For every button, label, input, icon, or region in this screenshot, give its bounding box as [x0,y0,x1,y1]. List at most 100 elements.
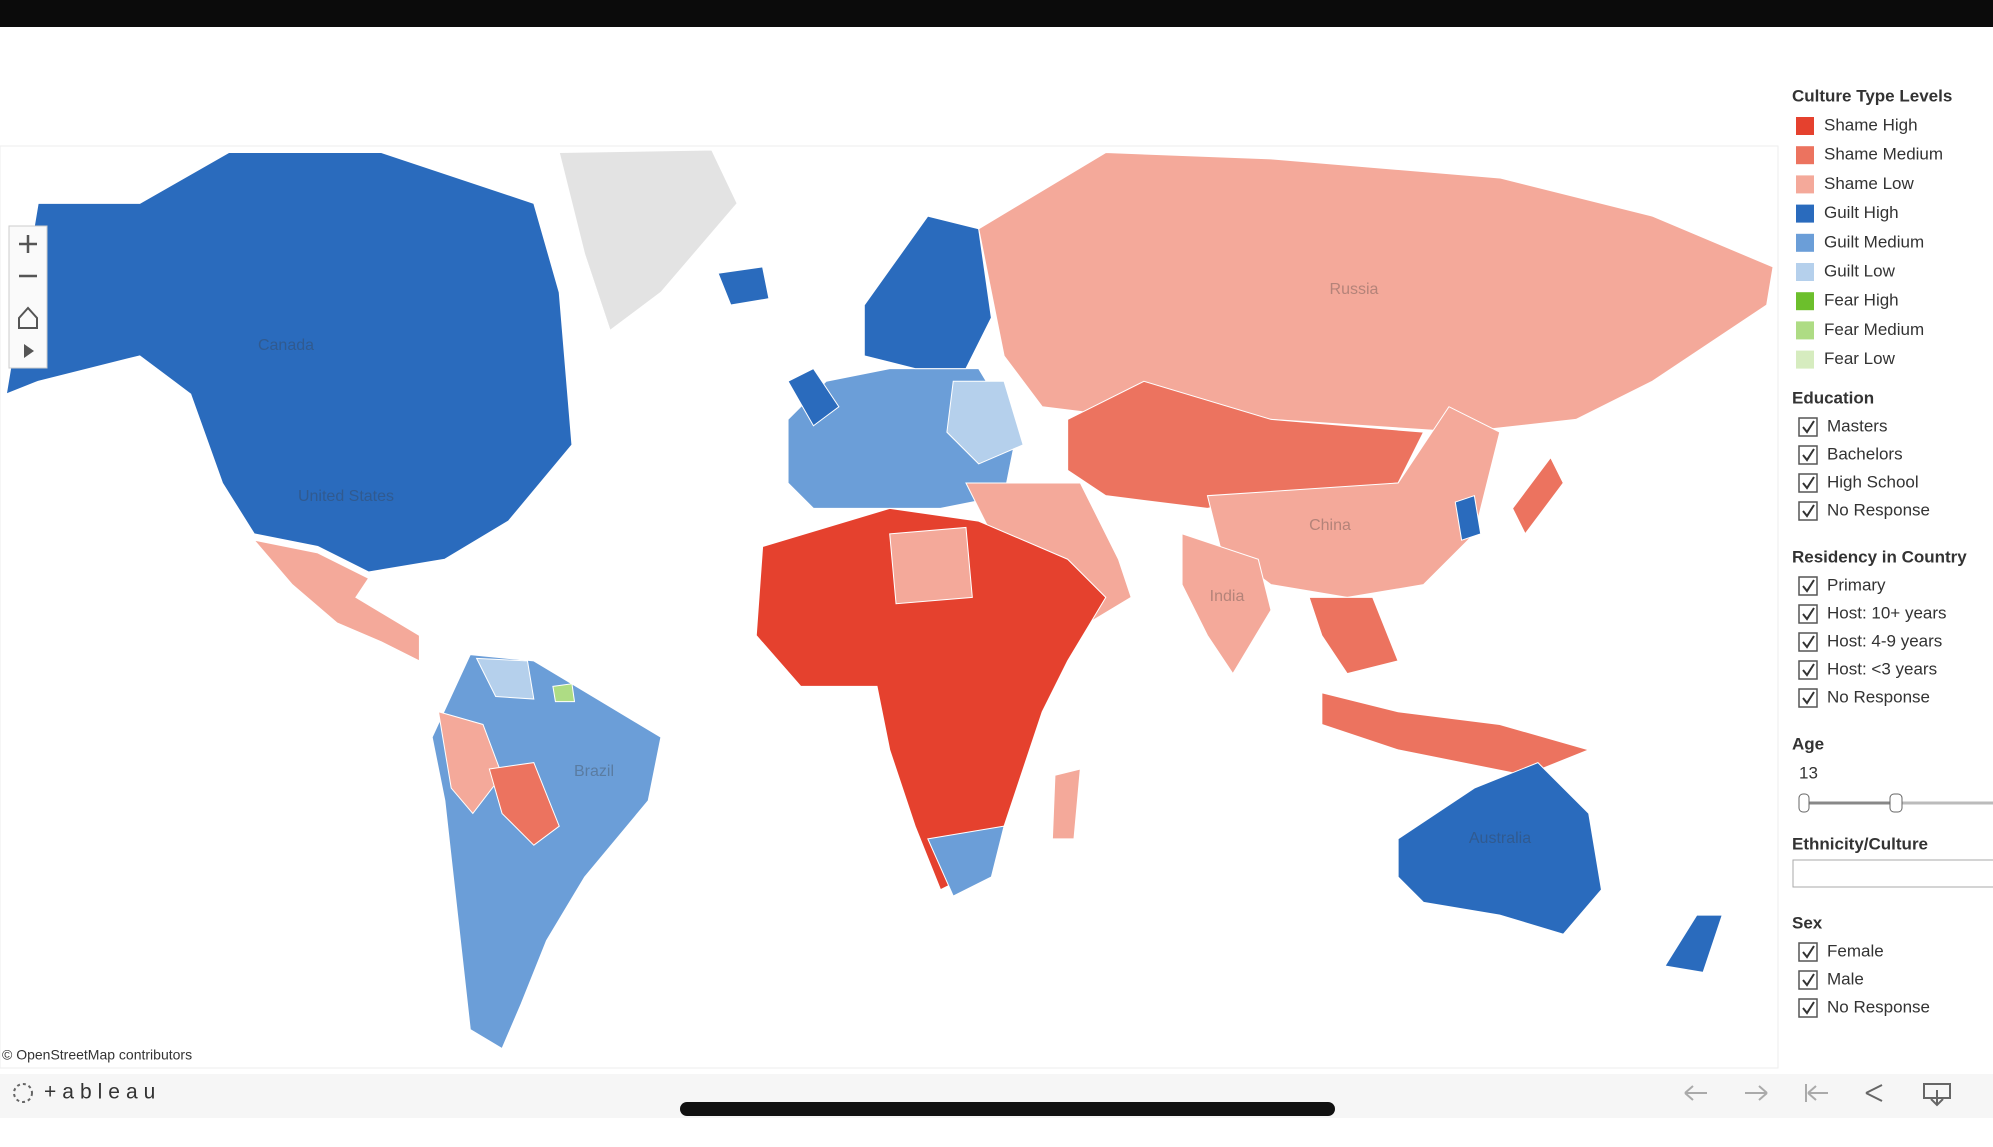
peru [437,711,503,815]
legend-title: Culture Type Levels [1792,86,1952,105]
legend-swatch [1796,350,1814,369]
iceland [717,266,770,306]
checkbox[interactable] [1798,998,1818,1018]
bolivia [488,762,560,846]
checkmark [1802,1001,1815,1015]
legend-label: Guilt High [1824,203,1899,222]
checkbox[interactable] [1798,445,1818,465]
filter-option: No Response [1827,687,1930,706]
redo[interactable] [1745,1085,1768,1101]
legend-swatch [1796,292,1814,311]
legend-label: Fear Low [1824,349,1896,368]
checkbox[interactable] [1798,688,1818,708]
home-button[interactable] [18,306,38,329]
top-bar [0,0,1993,27]
tableau-icon [13,1083,33,1103]
checkmark [1802,579,1815,593]
guyana [552,683,576,703]
checkbox[interactable] [1798,417,1818,437]
checkmark [1802,607,1815,621]
indonesia [1321,692,1591,776]
filter-option: Masters [1827,416,1887,435]
egypt-libya [889,526,973,605]
legend-swatch [1796,204,1814,223]
map-label: Russia [1330,281,1379,298]
new-zealand [1664,914,1723,973]
checkbox[interactable] [1798,970,1818,990]
age-slider-handle[interactable] [1889,793,1903,813]
filter-option: Host: <3 years [1827,659,1937,678]
checkbox[interactable] [1798,660,1818,680]
checkbox[interactable] [1798,473,1818,493]
world-map [5,149,1774,1050]
greenland [558,149,738,332]
filter-option: Male [1827,969,1864,988]
legend-label: Guilt Medium [1824,232,1924,251]
scandinavia [863,215,992,370]
filter-title: Residency in Country [1792,547,1967,566]
filters: Education Residency in Country Age 13 Et… [1792,388,1993,1018]
checkmark [1802,945,1815,959]
filter-option: High School [1827,472,1919,491]
filter-option: Bachelors [1827,444,1903,463]
share[interactable] [1865,1084,1883,1102]
checkbox[interactable] [1798,576,1818,596]
legend: Culture Type Levels Shame High Shame Medi… [1792,86,1952,369]
legend-label: Fear Medium [1824,320,1924,339]
expand-button[interactable] [24,344,34,358]
australia [1397,762,1603,935]
checkbox[interactable] [1798,632,1818,652]
map-label: China [1309,517,1351,534]
revert[interactable] [1805,1084,1828,1102]
filter-option: No Response [1827,500,1930,519]
home-indicator [680,1102,1335,1116]
legend-label: Guilt Low [1824,261,1896,280]
checkmark [1802,448,1815,462]
madagascar [1051,768,1081,840]
legend-label: Shame High [1824,115,1918,134]
ethnicity-input[interactable] [1792,859,1993,888]
checkmark [1802,663,1815,677]
checkmark [1802,504,1815,518]
map-label: United States [298,488,394,505]
russia [978,152,1774,433]
checkbox[interactable] [1798,501,1818,521]
map-label: Canada [258,337,314,354]
venezuela [475,657,535,700]
legend-label: Shame Medium [1824,145,1943,164]
filter-option: Female [1827,941,1884,960]
filter-title: Age [1792,734,1824,753]
india [1181,533,1272,675]
map-label: Australia [1469,830,1531,847]
checkmark [1802,476,1815,490]
eastern-europe [946,380,1024,465]
southeast-asia [1308,596,1399,675]
legend-label: Fear High [1824,291,1899,310]
japan [1511,456,1564,535]
map-label: Brazil [574,763,614,780]
north-america [5,152,573,573]
undo[interactable] [1684,1085,1707,1101]
tableau-logo: +ableau [44,1081,161,1104]
checkmark [1802,691,1815,705]
filter-option: Primary [1827,575,1886,594]
checkbox[interactable] [1798,942,1818,962]
checkmark [1802,635,1815,649]
legend-swatch [1796,117,1814,135]
checkmark [1802,420,1815,434]
filter-option: Host: 4-9 years [1827,631,1942,650]
filter-title: Ethnicity/Culture [1792,834,1928,853]
download[interactable] [1923,1083,1951,1107]
filter-title: Education [1792,388,1874,407]
zoom-in[interactable] [19,235,37,253]
legend-swatch [1796,263,1814,281]
korea [1454,495,1482,541]
checkbox[interactable] [1798,604,1818,624]
legend-swatch [1796,321,1814,340]
filter-title: Sex [1792,913,1823,932]
age-value: 13 [1799,763,1818,782]
age-slider-handle[interactable] [1798,793,1810,813]
filter-option: No Response [1827,997,1930,1016]
uk [787,367,840,427]
